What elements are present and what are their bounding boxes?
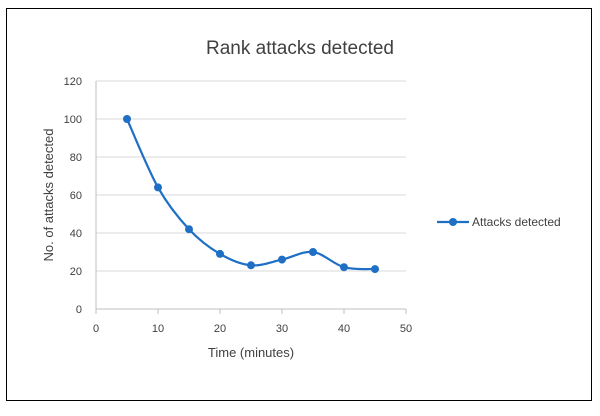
legend: Attacks detected (437, 215, 561, 229)
chart-title: Rank attacks detected (206, 38, 394, 59)
x-tick-label: 10 (152, 323, 164, 335)
data-point (371, 265, 379, 274)
x-tick-label: 40 (338, 323, 350, 335)
chart-frame (6, 8, 592, 401)
axes (95, 81, 407, 314)
gridlines (96, 80, 406, 272)
series-layer (123, 115, 379, 274)
x-tick-label: 20 (214, 323, 226, 335)
x-tick-label: 0 (93, 323, 99, 335)
data-point (216, 249, 224, 258)
legend-label: Attacks detected (472, 215, 561, 229)
tick-labels: 0 20 40 60 80 100 120 0 10 20 30 40 50 (64, 76, 412, 335)
x-tick-label: 50 (400, 323, 412, 335)
y-tick-label: 80 (70, 152, 82, 164)
y-axis-title: No. of attacks detected (41, 129, 56, 262)
data-point (247, 261, 255, 270)
y-tick-label: 100 (64, 114, 82, 126)
data-point (309, 248, 317, 256)
y-tick-label: 120 (64, 76, 82, 88)
y-tick-label: 20 (70, 266, 82, 278)
data-point (340, 263, 348, 272)
y-tick-label: 0 (76, 304, 82, 316)
data-point (123, 115, 131, 123)
series-line-0 (125, 118, 376, 271)
y-tick-label: 60 (70, 190, 82, 202)
data-point (278, 255, 286, 264)
x-tick-label: 30 (276, 323, 288, 335)
legend-point-marker (449, 218, 457, 226)
data-point (185, 225, 193, 234)
data-point (154, 183, 162, 192)
y-tick-label: 40 (70, 228, 82, 240)
x-axis-title: Time (minutes) (208, 345, 294, 360)
